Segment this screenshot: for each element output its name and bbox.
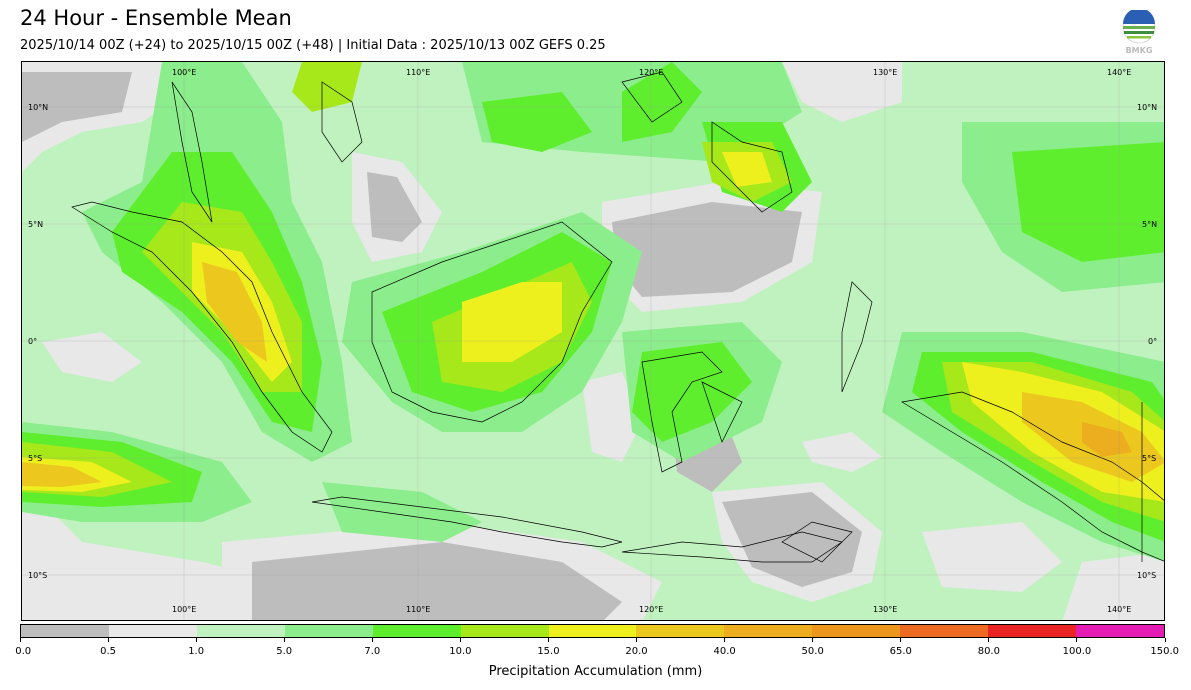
colorbar-label: Precipitation Accumulation (mm) [488, 664, 703, 679]
colorbar-tick-label: 7.0 [364, 646, 381, 657]
colorbar-tick-label: 0.0 [15, 646, 32, 657]
colorbar-tick-label: 40.0 [713, 646, 736, 657]
logo-text: BMKG [1126, 46, 1153, 55]
colorbar-segment [548, 625, 637, 637]
colorbar-tick-mark [1164, 638, 1166, 642]
colorbar-segment [284, 625, 373, 637]
lon-label-bottom: 100°E [172, 605, 197, 614]
lat-label-left: 5°N [28, 220, 44, 229]
lat-label-right: 10°N [1137, 103, 1158, 112]
colorbar-tick-label: 20.0 [625, 646, 648, 657]
colorbar-tick-mark [283, 638, 285, 642]
colorbar-segment [812, 625, 901, 637]
lat-label-right: 10°S [1137, 571, 1157, 580]
colorbar-segment [988, 625, 1077, 637]
lon-label-top: 120°E [639, 68, 664, 77]
colorbar-tick-mark [547, 638, 549, 642]
lon-label-top: 110°E [406, 68, 431, 77]
colorbar-tick-mark [459, 638, 461, 642]
colorbar-segment [724, 625, 813, 637]
lon-label-top: 100°E [172, 68, 197, 77]
colorbar-segment [372, 625, 461, 637]
colorbar-tick-label: 15.0 [537, 646, 560, 657]
colorbar-tick-label: 5.0 [276, 646, 293, 657]
colorbar-tick-mark [636, 638, 638, 642]
lat-label-right: 5°N [1142, 220, 1158, 229]
colorbar-segment [1076, 625, 1164, 637]
chart-title: 24 Hour - Ensemble Mean [20, 6, 292, 30]
precipitation-field [22, 62, 1164, 620]
lon-label-bottom: 120°E [639, 605, 664, 614]
lat-label-left: 0° [28, 337, 38, 346]
colorbar-tick-label: 0.5 [100, 646, 117, 657]
colorbar-tick-label: 65.0 [889, 646, 912, 657]
colorbar-tick-label: 1.0 [188, 646, 205, 657]
colorbar-segment [196, 625, 285, 637]
colorbar-tick-mark [900, 638, 902, 642]
lat-label-right: 0° [1148, 337, 1158, 346]
colorbar-tick-mark [195, 638, 197, 642]
colorbar-tick-mark [1076, 638, 1078, 642]
colorbar-tick-label: 80.0 [977, 646, 1000, 657]
colorbar-tick-label: 50.0 [801, 646, 824, 657]
colorbar-tick-mark [371, 638, 373, 642]
colorbar-tick-label: 100.0 [1062, 646, 1092, 657]
lon-label-bottom: 110°E [406, 605, 431, 614]
colorbar-segment [108, 625, 197, 637]
lat-label-left: 5°S [28, 454, 43, 463]
colorbar-segment [900, 625, 989, 637]
colorbar-segment [460, 625, 549, 637]
precipitation-map: 100°E 110°E 120°E 130°E 140°E 100°E 110°… [21, 61, 1165, 621]
lat-label-left: 10°S [28, 571, 48, 580]
colorbar-segment [636, 625, 725, 637]
lon-label-top: 130°E [873, 68, 898, 77]
colorbar-tick-label: 150.0 [1150, 646, 1179, 657]
lon-label-bottom: 130°E [873, 605, 898, 614]
chart-subtitle: 2025/10/14 00Z (+24) to 2025/10/15 00Z (… [20, 38, 606, 53]
lon-label-top: 140°E [1107, 68, 1132, 77]
colorbar-tick-mark [812, 638, 814, 642]
colorbar-tick-mark [988, 638, 990, 642]
colorbar-tick-label: 10.0 [449, 646, 472, 657]
lat-label-left: 10°N [28, 103, 49, 112]
precipitation-colorbar [20, 624, 1165, 638]
colorbar-tick-mark [107, 638, 109, 642]
lat-label-right: 5°S [1142, 454, 1157, 463]
lon-label-bottom: 140°E [1107, 605, 1132, 614]
colorbar-segment [21, 625, 109, 637]
colorbar-tick-mark [724, 638, 726, 642]
bmkg-logo: BMKG [1122, 10, 1156, 55]
colorbar-tick-mark [19, 638, 21, 642]
